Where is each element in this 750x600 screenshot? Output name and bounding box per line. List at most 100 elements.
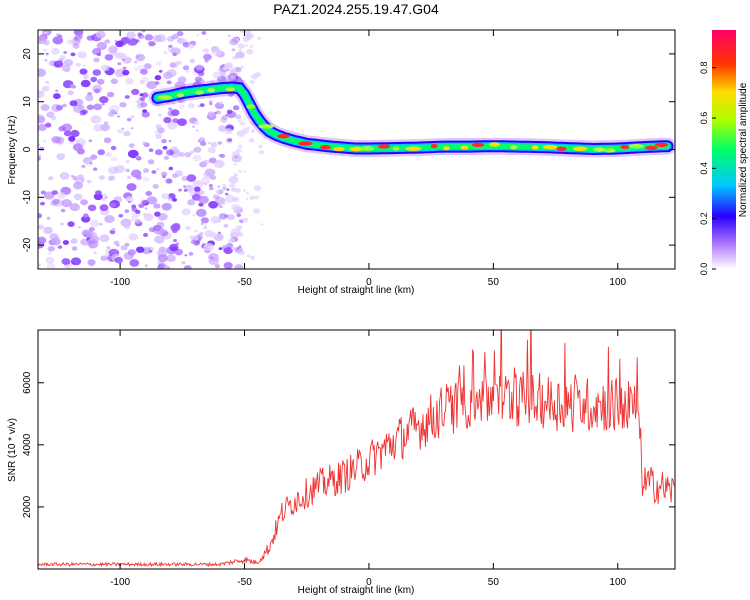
x-tick-label: -50 <box>237 277 252 288</box>
noise-blob <box>69 100 78 107</box>
noise-blob <box>233 163 237 166</box>
noise-blob <box>61 64 71 72</box>
noise-blob <box>83 213 89 218</box>
noise-blob <box>121 127 125 130</box>
noise-blob <box>73 35 82 42</box>
noise-blob <box>48 251 52 255</box>
noise-blob <box>95 190 102 196</box>
noise-blob <box>93 251 97 254</box>
noise-blob <box>203 53 212 61</box>
noise-blob <box>62 240 69 245</box>
noise-blob <box>157 127 165 134</box>
noise-blob <box>125 196 134 203</box>
colorbar: 0.0 0.2 0.4 0.6 0.8 Normalized spectral ampl… <box>699 30 749 275</box>
noise-blob <box>161 202 172 211</box>
noise-blob <box>171 33 179 40</box>
noise-blob <box>195 64 204 71</box>
noise-blob <box>182 65 190 71</box>
noise-blob <box>154 75 162 81</box>
noise-blob <box>116 74 120 78</box>
noise-blob <box>181 176 189 182</box>
noise-blob <box>61 199 72 208</box>
noise-blob <box>145 191 153 196</box>
noise-blob <box>84 230 94 238</box>
noise-blob <box>38 90 45 98</box>
noise-blob <box>214 196 226 205</box>
noise-blob <box>99 204 109 212</box>
noise-blob <box>174 248 183 256</box>
noise-blob <box>234 188 241 193</box>
noise-blob <box>193 186 201 192</box>
noise-blob <box>243 170 247 173</box>
noise-blob <box>209 186 214 191</box>
noise-blob <box>234 67 242 73</box>
noise-blob <box>183 265 192 269</box>
noise-blob <box>108 45 118 54</box>
noise-blob <box>86 35 95 41</box>
noise-blob <box>168 166 174 171</box>
colorbar-tick-label: 0.0 <box>699 263 709 276</box>
noise-blob <box>232 196 240 203</box>
noise-blob <box>92 69 102 76</box>
noise-blob <box>142 176 150 182</box>
noise-blob <box>69 84 75 88</box>
noise-blob <box>209 256 214 260</box>
noise-blob <box>137 32 143 37</box>
colorbar-tick-label: 0.8 <box>699 61 709 74</box>
ridge-hotspot <box>195 90 204 95</box>
noise-blob <box>217 189 224 195</box>
noise-blob <box>60 208 66 213</box>
noise-blob <box>252 208 261 214</box>
noise-blob <box>199 103 205 107</box>
noise-blob <box>189 235 193 238</box>
noise-blob <box>56 154 65 161</box>
noise-blob <box>227 237 236 244</box>
snr-axes: -100 -50 0 50 100 2000 4000 6000 <box>22 330 675 588</box>
noise-blob <box>110 145 117 151</box>
noise-blob <box>234 173 238 177</box>
noise-blob <box>217 141 222 145</box>
noise-blob <box>197 104 201 108</box>
noise-blob <box>61 258 71 265</box>
noise-blob <box>247 126 251 130</box>
noise-blob <box>63 59 74 67</box>
ridge-hotspot <box>225 87 235 92</box>
noise-blob <box>156 168 160 171</box>
ridge-hotspot <box>246 104 256 109</box>
noise-blob <box>92 48 102 56</box>
noise-blob <box>203 243 214 251</box>
noise-blob <box>198 231 204 236</box>
noise-blob <box>62 103 67 108</box>
noise-blob <box>254 195 259 199</box>
noise-blob <box>46 263 56 269</box>
ridge-hotspot <box>531 145 539 150</box>
noise-blob <box>177 118 187 126</box>
noise-blob <box>131 207 138 212</box>
noise-blob <box>45 52 49 56</box>
noise-blob <box>102 193 107 197</box>
noise-blob <box>130 127 134 130</box>
noise-blob <box>231 48 236 52</box>
noise-blob <box>148 227 156 233</box>
noise-blob <box>229 183 236 189</box>
noise-blob <box>126 117 132 122</box>
noise-blob <box>124 95 130 99</box>
noise-blob <box>51 237 61 246</box>
noise-blob <box>168 44 173 49</box>
noise-blob <box>181 261 186 265</box>
noise-blob <box>57 245 63 249</box>
noise-blob <box>127 149 139 159</box>
x-tick-label: 0 <box>366 277 372 288</box>
ridge-hotspot <box>332 146 345 152</box>
noise-blob <box>200 141 207 147</box>
noise-blob <box>154 235 165 244</box>
noise-blob <box>80 178 85 182</box>
noise-blob <box>189 58 196 64</box>
noise-blob <box>83 64 87 67</box>
snr-marks <box>38 330 675 568</box>
noise-blob <box>172 52 177 57</box>
noise-blob <box>172 198 177 202</box>
ridge-hotspot <box>349 146 364 152</box>
noise-blob <box>38 36 47 45</box>
